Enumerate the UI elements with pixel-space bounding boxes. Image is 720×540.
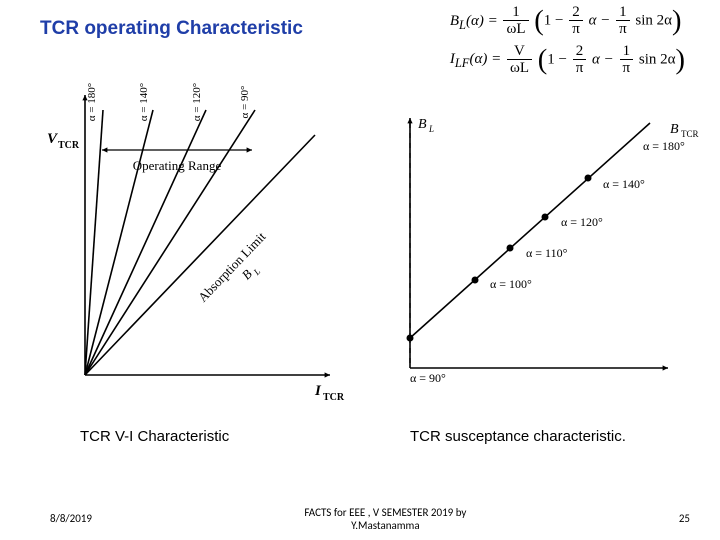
tcr-vi-chart: VTCRITCRα = 180°α = 140°α = 120°α = 90°A… <box>30 80 360 410</box>
tcr-susceptance-chart: BLBTCRα = 180°α = 90°α = 100°α = 110°α =… <box>370 108 700 408</box>
svg-text:α = 180°: α = 180° <box>86 83 98 121</box>
one-minus-2: 1 − <box>547 51 567 67</box>
two-num-2: 2 <box>573 44 587 60</box>
svg-text:α = 120°: α = 120° <box>191 83 203 121</box>
frac1-num: 1 <box>503 5 528 21</box>
svg-text:α = 100°: α = 100° <box>490 277 532 291</box>
footer-mid1: FACTS for EEE , V SEMESTER 2019 by <box>304 506 466 519</box>
one-den-1: π <box>616 21 630 38</box>
equation-2: ILF(α) = VωL (1 − 2π α − 1π sin 2α) <box>450 44 685 77</box>
svg-text:L: L <box>428 124 434 134</box>
footer-date: 8/8/2019 <box>50 512 92 525</box>
frac1-den: ωL <box>503 21 528 38</box>
one-minus-1: 1 − <box>544 13 564 29</box>
footer-page: 25 <box>679 512 690 525</box>
footer: 8/8/2019 FACTS for EEE , V SEMESTER 2019… <box>0 506 720 532</box>
left-caption: TCR V-I Characteristic <box>80 428 229 445</box>
eq1-var: B <box>450 13 459 29</box>
svg-text:α = 90°: α = 90° <box>410 371 446 385</box>
eq1-arg: (α) = <box>466 13 498 29</box>
equations-block: BL(α) = 1ωL (1 − 2π α − 1π sin 2α) ILF(α… <box>450 5 685 76</box>
svg-text:α = 140°: α = 140° <box>603 177 645 191</box>
page-title: TCR operating Characteristic <box>40 18 303 40</box>
tcr-susceptance-svg: BLBTCRα = 180°α = 90°α = 100°α = 110°α =… <box>370 108 700 408</box>
two-num-1: 2 <box>569 5 583 21</box>
svg-text:TCR: TCR <box>323 392 345 403</box>
paren-close-1: ) <box>672 5 682 36</box>
svg-text:Operating Range: Operating Range <box>133 158 222 173</box>
svg-text:α = 120°: α = 120° <box>561 215 603 229</box>
two-den-2: π <box>573 60 587 77</box>
svg-text:α = 90°: α = 90° <box>239 86 251 119</box>
eq1-sub: L <box>459 18 466 32</box>
equation-1: BL(α) = 1ωL (1 − 2π α − 1π sin 2α) <box>450 5 685 38</box>
one-den-2: π <box>620 60 634 77</box>
svg-text:α = 140°: α = 140° <box>138 83 150 121</box>
svg-text:I: I <box>314 383 322 399</box>
svg-text:TCR: TCR <box>681 129 699 139</box>
paren-open-2: ( <box>538 44 548 75</box>
svg-text:Absorption Limit: Absorption Limit <box>195 229 269 305</box>
frac2-den: ωL <box>507 60 532 77</box>
right-caption: TCR susceptance characteristic. <box>410 428 626 445</box>
svg-text:α = 110°: α = 110° <box>526 246 568 260</box>
svg-text:B: B <box>418 117 427 132</box>
sin2a-1: sin 2α <box>635 13 672 29</box>
eq2-sub: LF <box>455 56 470 70</box>
footer-center: FACTS for EEE , V SEMESTER 2019 by Y.Mas… <box>92 506 679 532</box>
paren-close-2: ) <box>676 44 686 75</box>
two-den-1: π <box>569 21 583 38</box>
tcr-vi-svg: VTCRITCRα = 180°α = 140°α = 120°α = 90°A… <box>30 80 360 410</box>
footer-mid2: Y.Mastanamma <box>351 519 419 532</box>
svg-text:B: B <box>670 122 679 137</box>
svg-text:TCR: TCR <box>58 140 80 151</box>
frac2-num: V <box>507 44 532 60</box>
one-num-2: 1 <box>620 44 634 60</box>
svg-text:α = 180°: α = 180° <box>643 139 685 153</box>
eq2-arg: (α) = <box>469 51 501 67</box>
one-num-1: 1 <box>616 5 630 21</box>
paren-open-1: ( <box>534 5 544 36</box>
sin2a-2: sin 2α <box>639 51 676 67</box>
alpha-minus-2: α − <box>592 51 614 67</box>
alpha-minus-1: α − <box>589 13 611 29</box>
